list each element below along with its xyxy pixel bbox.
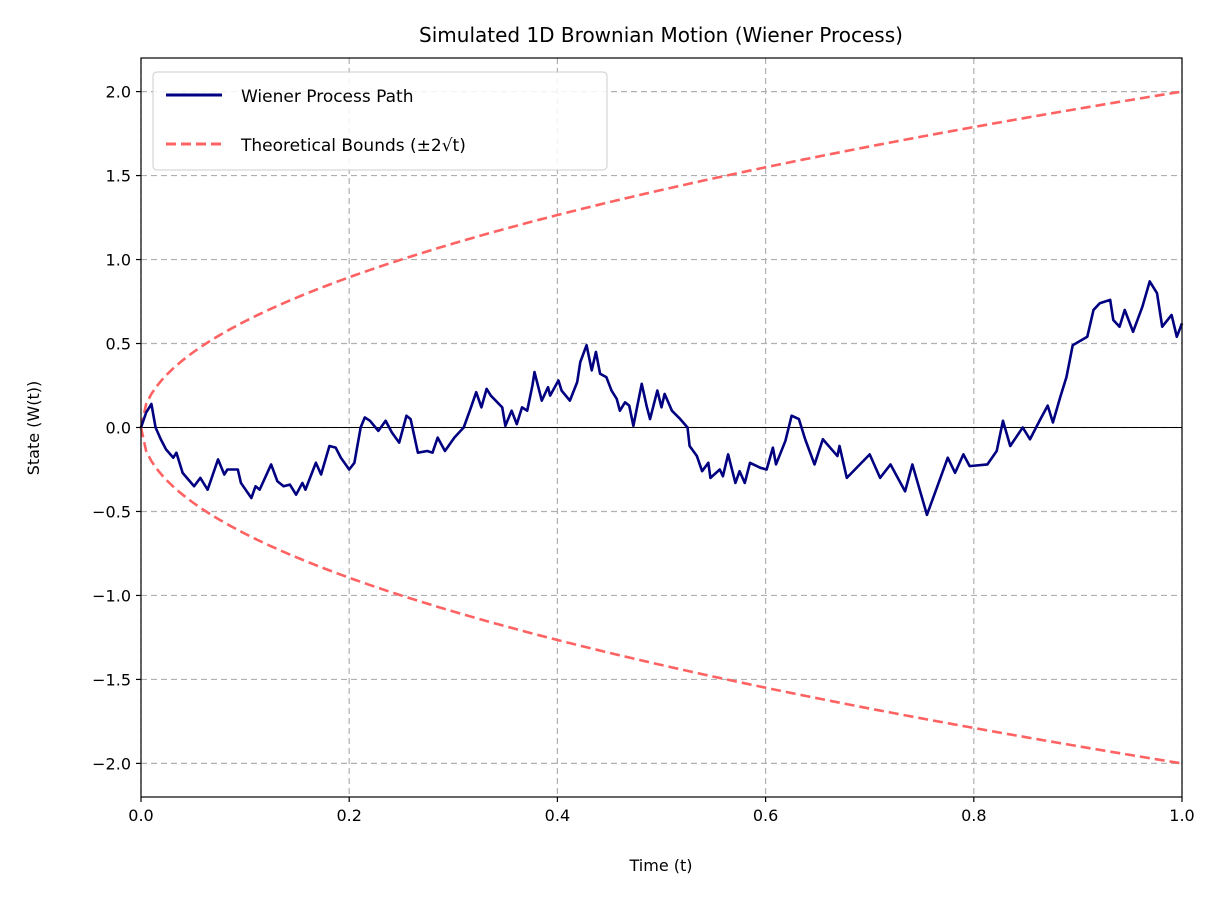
y-tick-label: −0.5 [92, 502, 131, 521]
x-tick-label: 0.8 [961, 806, 986, 825]
y-tick-label: 1.5 [106, 167, 131, 186]
lower-bound-line [139, 427, 1183, 765]
y-axis-ticks: −2.0 −1.5 −1.0 −0.5 0.0 0.5 1.0 1.5 2.0 [92, 83, 141, 773]
y-tick-label: 1.0 [106, 251, 131, 270]
y-axis-label: State (W(t)) [24, 381, 43, 476]
y-tick-label: 0.5 [106, 335, 131, 354]
legend-box [152, 71, 608, 171]
legend-label-bounds: Theoretical Bounds (±2√t) [240, 136, 466, 156]
y-tick-label: −1.0 [92, 586, 131, 605]
y-tick-label: −1.5 [92, 670, 131, 689]
x-tick-label: 0.2 [336, 806, 361, 825]
wiener-path [139, 280, 1184, 517]
theoretical-bounds [139, 90, 1183, 765]
x-tick-label: 0.4 [545, 806, 570, 825]
x-tick-label: 1.0 [1169, 806, 1194, 825]
x-tick-label: 0.0 [128, 806, 153, 825]
y-tick-label: 0.0 [106, 419, 131, 438]
wiener-path-line [139, 280, 1184, 517]
legend-label-path: Wiener Process Path [241, 87, 413, 107]
x-axis-ticks: 0.0 0.2 0.4 0.6 0.8 1.0 [128, 797, 1195, 825]
x-axis-label: Time (t) [629, 856, 693, 875]
chart-title: Simulated 1D Brownian Motion (Wiener Pro… [419, 23, 903, 47]
y-tick-label: −2.0 [92, 754, 131, 773]
legend: Wiener Process Path Theoretical Bounds (… [152, 71, 608, 171]
upper-bound-line [139, 90, 1183, 428]
y-tick-label: 2.0 [106, 83, 131, 102]
x-tick-label: 0.6 [753, 806, 778, 825]
